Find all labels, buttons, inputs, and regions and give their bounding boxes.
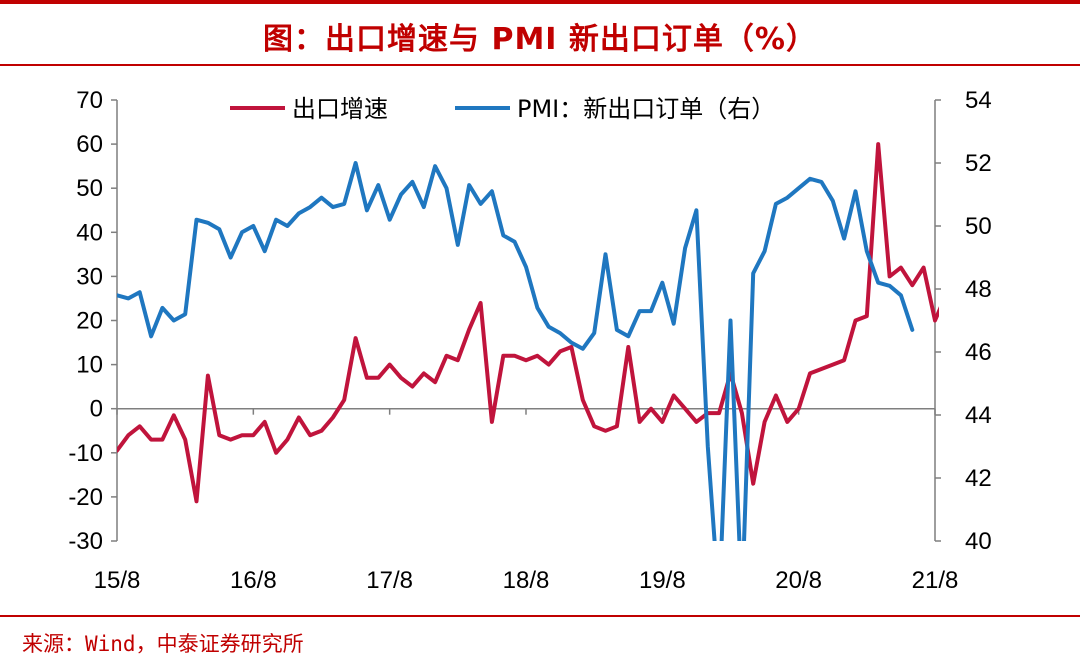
- series-line-export-growth: [117, 142, 939, 504]
- y-right-tick-label: 46: [965, 339, 992, 366]
- chart-title: 图：出口增速与 PMI 新出口订单（%）: [263, 22, 817, 57]
- y-left-tick-label: 40: [76, 219, 103, 246]
- title-rule: [0, 64, 1080, 66]
- y-right-tick-label: 42: [965, 465, 992, 492]
- y-left-tick-label: 0: [90, 396, 103, 423]
- x-tick-label: 16/8: [230, 567, 277, 594]
- y-right-tick-label: 44: [965, 402, 992, 429]
- y-right-tick-label: 52: [965, 150, 992, 177]
- y-left-tick-label: 10: [76, 352, 103, 379]
- y-left-tick-label: 60: [76, 131, 103, 158]
- x-tick-label: 20/8: [775, 567, 822, 594]
- legend-label-pmi: PMI：新出口订单（右）: [517, 95, 775, 123]
- source-note: 来源：Wind，中泰证券研究所: [22, 632, 304, 656]
- y-right-tick-label: 54: [965, 87, 992, 114]
- y-right-tick-label: 50: [965, 213, 992, 240]
- x-tick-label: 21/8: [912, 567, 959, 594]
- bottom-rule: [0, 615, 1080, 617]
- series-line-pmi-new-export-orders: [117, 161, 915, 541]
- top-rule: [0, 0, 1080, 4]
- x-tick-label: 17/8: [366, 567, 413, 594]
- y-right-tick-label: 48: [965, 276, 992, 303]
- y-left-tick-label: -20: [68, 484, 103, 511]
- y-left-tick-label: -10: [68, 440, 103, 467]
- y-left-tick-label: 70: [76, 87, 103, 114]
- x-tick-label: 18/8: [503, 567, 550, 594]
- y-left-tick-label: -30: [68, 528, 103, 555]
- y-left-tick-label: 50: [76, 175, 103, 202]
- y-right-tick-label: 40: [965, 528, 992, 555]
- x-tick-label: 15/8: [94, 567, 141, 594]
- y-left-tick-label: 20: [76, 308, 103, 335]
- line-chart: 70 60 50 40 30 20 10 0 -10 -20 -30 54 52 50 48 46 44 42 40…: [68, 87, 992, 594]
- x-tick-label: 19/8: [639, 567, 686, 594]
- y-left-tick-label: 30: [76, 263, 103, 290]
- legend-label-export: 出口增速: [292, 95, 388, 123]
